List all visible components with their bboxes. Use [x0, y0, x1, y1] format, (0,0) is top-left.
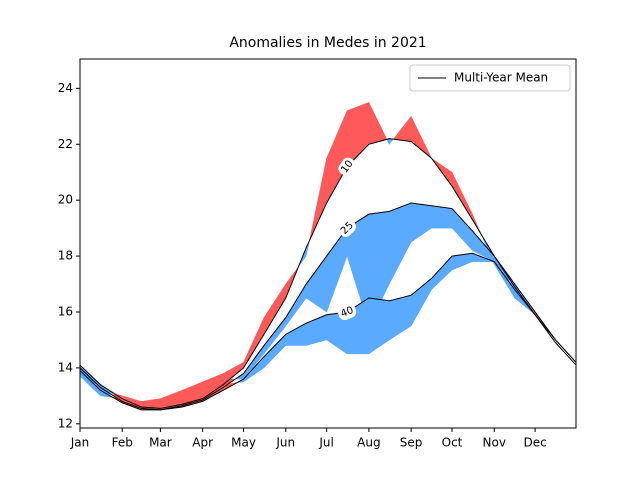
legend-label: Multi-Year Mean	[454, 71, 548, 85]
y-tick-label: 18	[58, 249, 73, 263]
x-tick-label: Aug	[357, 436, 380, 450]
anomaly-above	[309, 158, 327, 241]
x-tick-label: Jun	[275, 436, 295, 450]
anomaly-below	[326, 227, 348, 313]
contour-label: 40	[337, 303, 357, 321]
anomaly-below	[305, 240, 310, 257]
anomaly-below	[305, 255, 327, 313]
anomaly-below	[431, 205, 453, 229]
anomaly-below	[431, 255, 453, 291]
contour-label-bg	[338, 219, 356, 237]
x-tick-label: Jan	[70, 436, 90, 450]
x-tick-label: May	[231, 436, 256, 450]
x-tick-label: Mar	[149, 436, 172, 450]
x-tick-label: Jul	[318, 436, 333, 450]
anomaly-above	[326, 110, 348, 204]
contour-label-text: 40	[339, 305, 355, 320]
x-tick-label: Apr	[192, 436, 213, 450]
anomaly-above	[368, 102, 388, 145]
axes-frame	[79, 58, 577, 429]
y-tick-label: 14	[58, 360, 73, 374]
x-tick-label: Sep	[400, 436, 423, 450]
anomaly-below	[389, 202, 412, 285]
anomaly-below	[410, 202, 432, 243]
mean-line	[80, 252, 576, 411]
anomaly-above	[346, 101, 370, 168]
x-tick-label: Dec	[524, 436, 547, 450]
contour-label: 10	[338, 157, 356, 176]
anomaly-below	[368, 297, 390, 355]
contour-label: 25	[338, 219, 356, 237]
anomaly-above	[410, 116, 432, 159]
x-tick-label: Oct	[442, 436, 463, 450]
anomaly-below	[410, 277, 432, 327]
y-tick-label: 24	[58, 81, 73, 95]
y-tick-label: 20	[58, 193, 73, 207]
x-tick-label: Feb	[112, 436, 133, 450]
contour-label-bg	[338, 157, 356, 176]
plot-area	[80, 101, 576, 411]
anomaly-below	[285, 322, 307, 346]
anomaly-below	[389, 294, 412, 341]
legend-box	[409, 64, 571, 92]
contour-label-bg	[337, 303, 357, 321]
y-tick-label: 12	[58, 416, 73, 430]
chart-title: Anomalies in Medes in 2021	[229, 35, 426, 51]
y-tick-label: 22	[58, 137, 73, 151]
anomaly-above	[392, 115, 412, 142]
y-tick-label: 16	[58, 304, 73, 318]
x-tick-label: Nov	[483, 436, 506, 450]
